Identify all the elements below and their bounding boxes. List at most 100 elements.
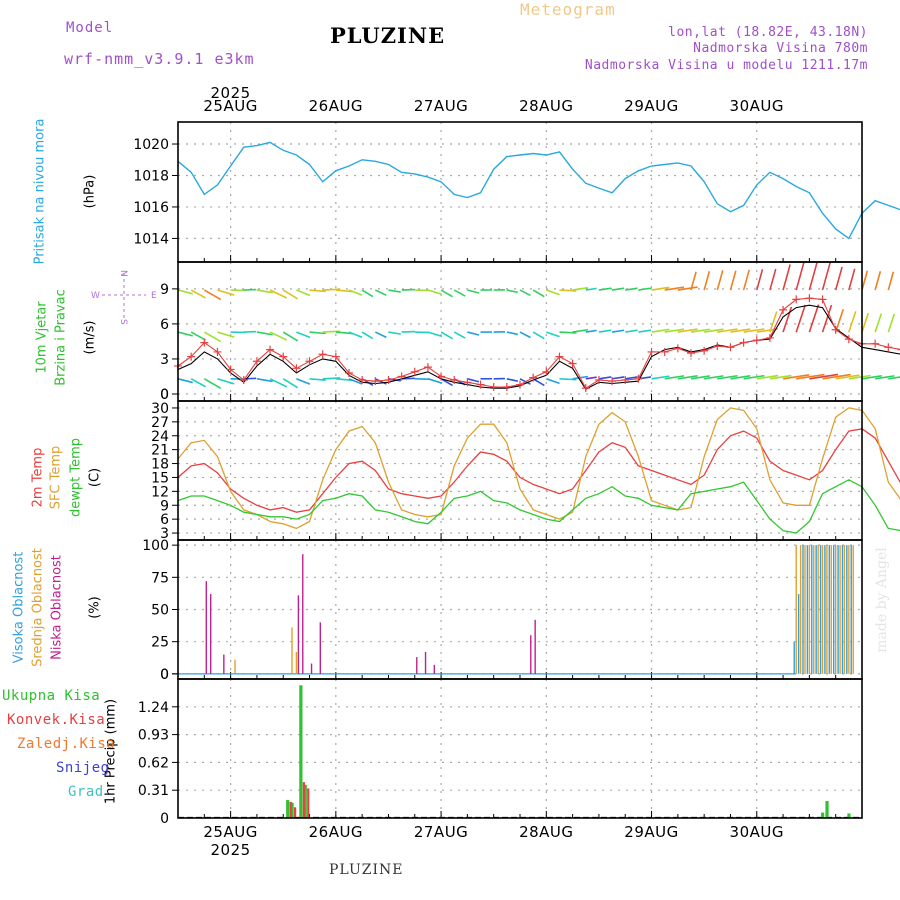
wind-arrow	[796, 373, 825, 380]
wind-gust-marker	[844, 335, 853, 344]
wind-arrow	[269, 331, 288, 341]
wind-arrow	[835, 374, 860, 380]
precip-bar	[303, 784, 307, 818]
wind-arrow	[690, 375, 710, 380]
bottom-year-label: 2025	[211, 841, 251, 859]
y-tick-label: 0	[160, 667, 169, 683]
wind-arrow	[625, 329, 638, 333]
y-tick-label: 9	[160, 498, 169, 514]
wind-arrow	[348, 378, 363, 385]
wind-arrow	[743, 328, 765, 333]
wind-gust-marker	[818, 295, 827, 304]
wind-gust-marker	[489, 382, 498, 391]
bottom-day-label: 28AUG	[519, 823, 573, 841]
wind-arrow	[704, 328, 724, 333]
wind-arrow	[625, 287, 638, 291]
wind-arrow	[401, 330, 415, 333]
wind-gust-line	[177, 297, 900, 389]
wind-arrow	[729, 270, 737, 291]
wind-arrow	[335, 378, 353, 382]
top-day-label: 29AUG	[624, 97, 678, 115]
wind-arrow	[467, 289, 480, 294]
precip-bar	[299, 685, 303, 818]
top-year-label: 2025	[211, 84, 251, 102]
wind-gust-marker	[608, 377, 617, 386]
wind-arrow	[888, 376, 900, 380]
y-tick-label: 1020	[133, 137, 169, 153]
wind-arrow	[256, 378, 273, 383]
wind-arrow	[598, 329, 612, 333]
wind-rose-e: E	[151, 291, 157, 301]
wind-gust-marker	[187, 352, 196, 361]
meteogram-label: Meteogram	[520, 0, 616, 19]
bottom-day-label: 25AUG	[203, 823, 257, 841]
wind-gust-marker	[555, 352, 564, 361]
wind-arrow	[821, 304, 833, 333]
y-tick-label: 12	[151, 484, 169, 500]
wind-gust-marker	[831, 325, 840, 334]
wind-arrow	[256, 289, 273, 294]
wind-gust-marker	[476, 380, 485, 389]
wind-arrow	[769, 374, 792, 380]
wind-arrow	[716, 270, 724, 291]
y-tick-label: 1014	[133, 231, 169, 247]
wind-arrow	[677, 286, 698, 291]
precip-bar	[821, 812, 825, 818]
wind-gust-marker	[213, 347, 222, 356]
wind-arrow	[296, 378, 311, 385]
wind-gust-marker	[792, 295, 801, 304]
wind-arrow	[388, 289, 401, 293]
wind-arrow	[834, 309, 845, 333]
wind-arrow	[664, 328, 685, 333]
wind-gust-marker	[331, 352, 340, 361]
precip-frame	[177, 678, 863, 819]
model-label: Model	[66, 20, 114, 36]
wind-arrow	[322, 330, 341, 333]
wind-gust-marker	[437, 372, 446, 381]
y-tick-label: 0	[160, 667, 169, 683]
wind-arrow	[467, 331, 480, 336]
wind-arrow	[874, 271, 882, 291]
y-tick-label: 100	[142, 538, 169, 554]
wind-arrow	[361, 289, 374, 298]
wind-rose-w: W	[91, 291, 100, 301]
top-day-label: 28AUG	[519, 97, 573, 115]
wind-arrow	[322, 377, 341, 380]
legend-freezing-precip: Zaledj.Kisa	[17, 736, 116, 752]
wind-arrow	[559, 289, 577, 292]
wind-rose-icon	[102, 273, 146, 318]
y-tick-label: 0.93	[138, 728, 169, 744]
wind-arrow	[651, 375, 670, 380]
model-value: wrf-nmm_v3.9.1 e3km	[64, 50, 255, 68]
wind-speed-line	[177, 304, 900, 391]
wind-arrow	[677, 375, 698, 380]
wind-arrow	[861, 375, 882, 380]
wind-arrow	[203, 378, 222, 389]
wind-arrow	[506, 289, 519, 294]
wind-arrow	[809, 373, 839, 380]
wind-arrow	[559, 331, 577, 334]
wind-gust-marker	[621, 375, 630, 384]
wind-arrow	[598, 287, 612, 291]
wind-arrow	[638, 287, 652, 291]
wind-arrow	[348, 289, 363, 296]
temperature-line-sfc	[177, 407, 900, 530]
wind-arrow	[717, 328, 738, 333]
wind-arrow	[467, 378, 480, 383]
top-day-label: 30AUG	[730, 97, 784, 115]
page-title: PLUZINE	[330, 23, 446, 48]
wind-gust-marker	[752, 336, 761, 345]
wind-arrow	[808, 304, 820, 333]
precip-bar	[289, 801, 292, 818]
temperature-line-dewpt	[177, 479, 900, 534]
y-tick-label: 9	[160, 282, 169, 298]
wind-gust-marker	[252, 357, 261, 366]
wind-arrow	[453, 331, 466, 339]
wind-arrow	[322, 288, 341, 291]
wind-gust-marker	[897, 349, 900, 351]
y-tick-label: 24	[151, 429, 169, 445]
wind-arrow	[875, 375, 895, 380]
wind-arrow	[401, 288, 415, 291]
wind-arrow	[532, 289, 545, 298]
wind-gust-marker	[502, 382, 511, 391]
